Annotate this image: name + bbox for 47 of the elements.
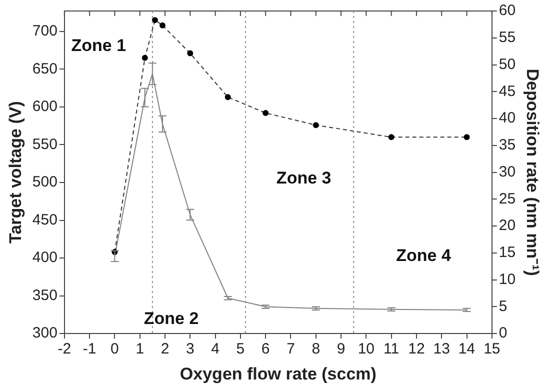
y2-tick-label: 55	[498, 29, 516, 46]
x-tick-label: 13	[433, 340, 450, 358]
y-tick-label: 350	[32, 286, 58, 304]
x-tick-label: 11	[384, 340, 400, 358]
y-tick-label: 600	[32, 98, 58, 116]
y2-axis-title: Deposition rate (nm mn⁻¹)	[523, 68, 542, 276]
y-tick-label: 400	[32, 249, 58, 266]
annotation: Zone 4	[396, 246, 452, 265]
x-tick-label: 6	[261, 340, 270, 358]
y2-tick-label: 15	[498, 244, 516, 262]
y2-tick-label: 35	[498, 136, 516, 154]
x-tick-label: 9	[336, 340, 346, 358]
annotation: Zone 2	[144, 308, 199, 328]
y2-tick-label: 0	[498, 324, 508, 342]
y2-tick-label: 5	[498, 298, 508, 315]
x-tick-label: 2	[160, 340, 170, 358]
y-tick-label: 500	[32, 174, 58, 191]
annotation: Zone 1	[71, 36, 126, 56]
y-tick-label: 450	[32, 211, 58, 228]
y2-tick-label: 25	[498, 190, 516, 208]
y2-tick-label: 40	[498, 110, 516, 127]
y-tick-label: 700	[32, 22, 58, 40]
x-tick-label: -1	[82, 340, 96, 358]
x-tick-label: 3	[186, 340, 194, 358]
y-axis-title: Target voltage (V)	[6, 101, 25, 244]
x-tick-label: 0	[110, 340, 119, 358]
y2-tick-label: 30	[498, 163, 516, 180]
annotation: Zone 3	[276, 168, 332, 188]
x-tick-label: 14	[458, 340, 476, 358]
y2-tick-label: 50	[498, 56, 516, 73]
x-tick-label: 12	[408, 340, 425, 358]
y-tick-label: 300	[32, 324, 58, 342]
y2-tick-label: 20	[498, 217, 516, 234]
x-tick-label: 8	[312, 340, 320, 358]
x-tick-label: 4	[211, 340, 220, 358]
y-tick-label: 650	[32, 60, 58, 78]
x-tick-label: 7	[286, 340, 295, 358]
y2-tick-label: 45	[498, 82, 516, 100]
x-tick-label: -2	[58, 340, 72, 358]
x-tick-label: 1	[136, 340, 144, 358]
x-tick-label: 10	[358, 340, 375, 358]
x-axis-title: Oxygen flow rate (sccm)	[180, 364, 376, 384]
y2-tick-label: 60	[498, 2, 516, 20]
x-tick-label: 15	[484, 340, 500, 358]
y-tick-label: 550	[32, 136, 58, 153]
y2-tick-label: 10	[498, 270, 516, 288]
x-tick-label: 5	[236, 340, 245, 358]
